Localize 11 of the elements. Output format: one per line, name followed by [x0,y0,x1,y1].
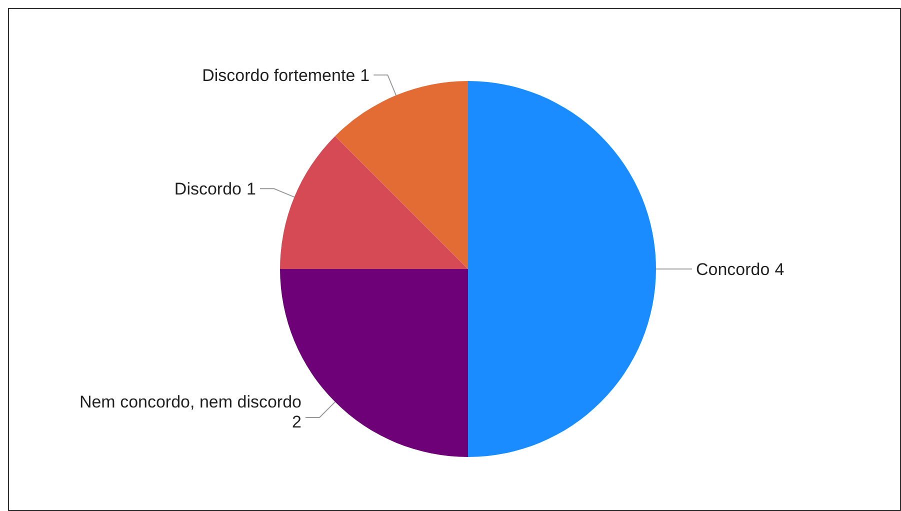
slice-label: Nem concordo, nem discordo [79,392,302,412]
data-label: 2 [292,412,302,432]
slice-label: Discordo fortemente [202,66,356,85]
slice-label: Concordo [696,260,770,279]
pie-slice [335,81,468,269]
data-label: 1 [360,66,370,85]
data-label: 4 [774,260,784,279]
data-label: 1 [246,180,256,199]
pie-slice [468,81,656,457]
slice-label: Discordo [174,180,242,199]
pie-slice [280,136,468,269]
